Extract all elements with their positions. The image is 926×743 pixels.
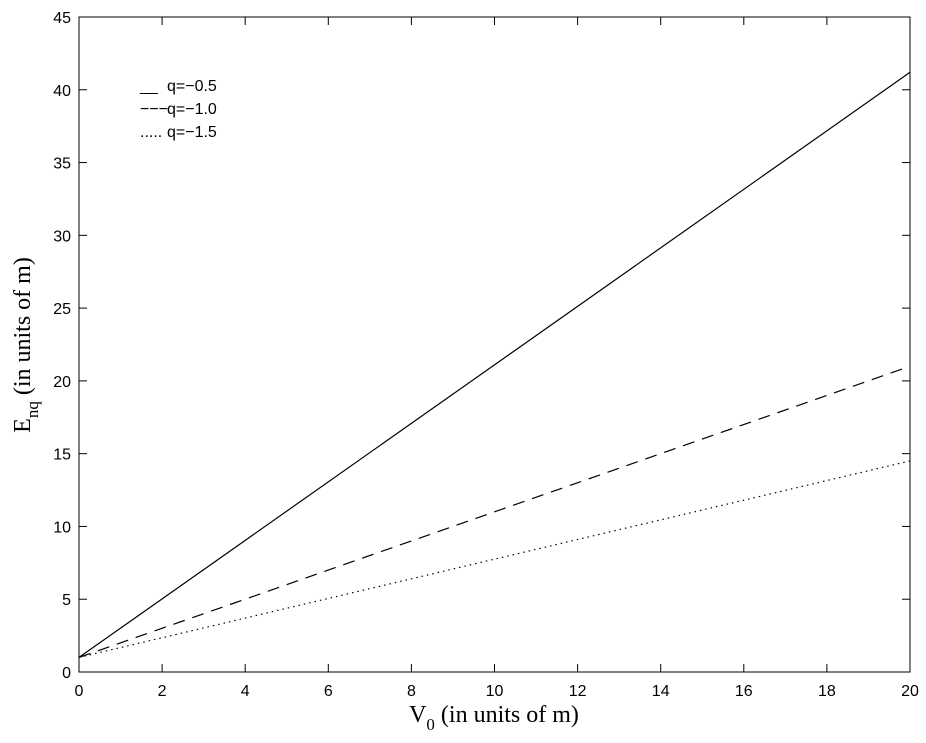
- y-tick-label: 30: [53, 228, 71, 245]
- series-line-3: [78, 460, 911, 658]
- x-axis-label-main: V: [409, 702, 427, 728]
- y-axis-label: Enq (in units of m): [10, 257, 42, 433]
- y-tick-label: 35: [53, 156, 71, 173]
- series-line-1: [78, 71, 911, 658]
- x-tick-label: 14: [652, 683, 670, 700]
- legend-label-3: q=−1.5: [167, 124, 217, 141]
- y-tick-label: 45: [53, 10, 71, 27]
- y-axis-label-rest: (in units of m): [10, 257, 36, 401]
- legend-marker-2: −−−: [140, 101, 168, 118]
- y-tick-label: 10: [53, 519, 71, 536]
- x-axis-label-sub: 0: [426, 715, 435, 734]
- y-tick-label: 25: [53, 301, 71, 318]
- x-tick-label: 18: [818, 683, 836, 700]
- series-lines: [78, 71, 911, 658]
- series-line-2: [78, 365, 911, 658]
- x-tick-label: 2: [158, 683, 167, 700]
- x-tick-label: 8: [407, 683, 416, 700]
- y-tick-label: 15: [53, 447, 71, 464]
- x-axis-label-rest: (in units of m): [435, 702, 579, 728]
- y-tick-label: 0: [62, 665, 71, 682]
- x-axis-label: V0 (in units of m): [409, 702, 579, 734]
- legend: __ q=−0.5 −−−q=−1.0..... q=−1.5: [139, 78, 217, 141]
- x-tick-label: 6: [324, 683, 333, 700]
- y-axis-label-main: E: [10, 418, 36, 433]
- y-tick-label: 5: [62, 592, 71, 609]
- x-tick-label: 16: [735, 683, 753, 700]
- legend-marker-3: .....: [140, 124, 162, 141]
- legend-marker-1: __: [139, 78, 159, 95]
- x-tick-label: 0: [75, 683, 84, 700]
- y-tick-label: 40: [53, 83, 71, 100]
- x-tick-label: 10: [486, 683, 504, 700]
- x-tick-label: 4: [241, 683, 250, 700]
- axis-ticks: 0 2 4 6 8 10 12 14 16 18 20 0 5 10 15 20 25 30 35 40 45: [53, 10, 919, 700]
- legend-label-2: q=−1.0: [167, 101, 217, 118]
- y-tick-label: 20: [53, 374, 71, 391]
- x-tick-label: 20: [901, 683, 919, 700]
- x-tick-label: 12: [569, 683, 587, 700]
- y-axis-label-sub: nq: [23, 401, 42, 419]
- legend-label-1: q=−0.5: [167, 78, 217, 95]
